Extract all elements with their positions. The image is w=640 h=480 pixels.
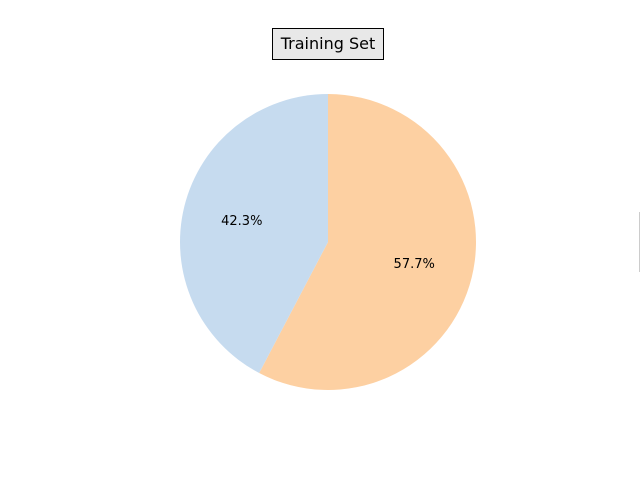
pie-slices	[180, 94, 477, 391]
pie-slice	[180, 94, 328, 374]
pie-percent-labels: 57.7% 42.3%	[221, 214, 435, 272]
pie-percent-label: 42.3%	[221, 214, 262, 229]
chart-title-box	[272, 28, 384, 60]
chart-title-text: Training Set	[280, 34, 376, 53]
pie-percent-label: 57.7%	[394, 257, 435, 272]
pie-slice	[259, 94, 477, 391]
chart-title: Training Set	[272, 28, 384, 60]
